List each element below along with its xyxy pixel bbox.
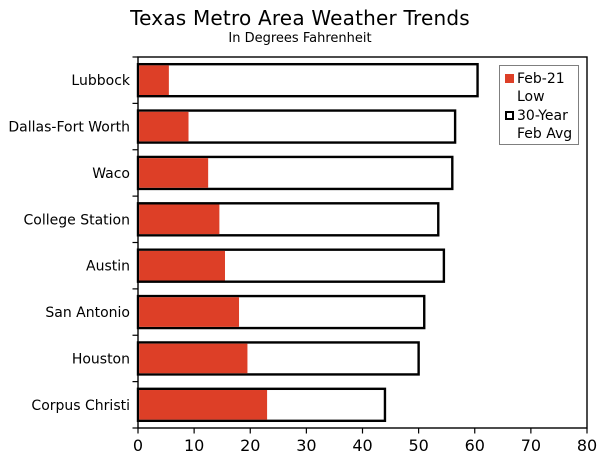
x-tick-label: 0: [133, 436, 143, 455]
avg-bar: [136, 62, 479, 98]
plot-border: [137, 56, 588, 429]
y-category-label: San Antonio: [45, 305, 130, 321]
low-bar: [139, 65, 169, 95]
x-tick-label: 30: [296, 436, 316, 455]
x-tick-label: 20: [240, 436, 260, 455]
y-category-label: Austin: [86, 259, 130, 275]
x-tick-label: 40: [352, 436, 372, 455]
x-tick-label: 50: [408, 436, 428, 455]
legend-entry-30year-avg: 30-Year Feb Avg: [505, 107, 576, 143]
x-tick-label: 70: [521, 436, 541, 455]
low-bar: [139, 297, 240, 327]
y-category-label: Dallas-Fort Worth: [8, 120, 130, 136]
x-tick-label: 80: [577, 436, 597, 455]
low-bar: [139, 390, 268, 420]
low-bar: [139, 111, 189, 142]
legend-label-line: 30-Year: [517, 108, 568, 124]
avg-bar: [136, 109, 457, 144]
y-category-label: Houston: [72, 351, 130, 367]
white-square-marker-icon: [505, 111, 514, 120]
legend: Feb-21 Low 30-Year Feb Avg: [499, 65, 579, 145]
low-bar: [139, 158, 209, 188]
low-bar: [139, 250, 225, 281]
low-bar: [139, 204, 220, 235]
legend-label-30year-avg: 30-Year Feb Avg: [517, 107, 572, 143]
legend-label-line: Feb-21: [517, 71, 565, 87]
chart-title: Texas Metro Area Weather Trends: [130, 6, 470, 30]
legend-label-feb21-low: Feb-21 Low: [517, 70, 565, 106]
y-category-label: Corpus Christi: [31, 398, 130, 414]
chart-subtitle: In Degrees Fahrenheit: [228, 31, 372, 46]
x-tick-label: 10: [184, 436, 204, 455]
legend-label-line: Feb Avg: [517, 126, 573, 142]
legend-label-line: Low: [517, 89, 545, 105]
x-tick-label: 60: [465, 436, 485, 455]
y-category-label: Lubbock: [71, 73, 130, 89]
red-square-marker-icon: [505, 74, 514, 83]
low-bar: [139, 343, 248, 374]
y-category-label: Waco: [92, 166, 130, 182]
y-category-label: College Station: [24, 212, 130, 228]
legend-entry-feb21-low: Feb-21 Low: [505, 70, 576, 106]
